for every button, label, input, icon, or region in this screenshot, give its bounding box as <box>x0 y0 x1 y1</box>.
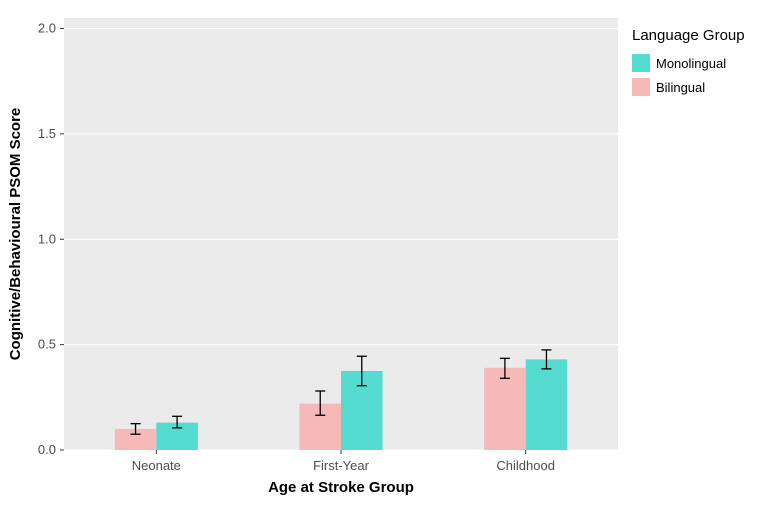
x-tick-label: Neonate <box>132 458 181 473</box>
psom-bar-chart: 0.0 0.5 1.0 1.5 2.0 Cognitive/Behavioural PSO… <box>0 0 771 517</box>
y-tick-label: 1.0 <box>38 231 56 246</box>
y-tick-label: 1.5 <box>38 126 56 141</box>
legend-label: Monolingual <box>656 56 726 71</box>
x-tick-label: First-Year <box>313 458 370 473</box>
x-tick-label: Childhood <box>496 458 555 473</box>
legend-title: Language Group <box>632 27 745 44</box>
chart-container: { "chart": { "type": "bar", "width_px": … <box>0 0 771 517</box>
y-axis-title: Cognitive/Behavioural PSOM Score <box>7 108 24 361</box>
legend-swatch-monolingual <box>632 54 650 72</box>
bar-childhood-bilingual <box>484 368 526 450</box>
bar-childhood-monolingual <box>526 359 568 450</box>
legend-swatch-bilingual <box>632 78 650 96</box>
legend-label: Bilingual <box>656 80 705 95</box>
y-tick-label: 0.5 <box>38 337 56 352</box>
y-tick-label: 2.0 <box>38 21 56 36</box>
x-axis-title: Age at Stroke Group <box>268 479 414 496</box>
y-tick-label: 0.0 <box>38 442 56 457</box>
